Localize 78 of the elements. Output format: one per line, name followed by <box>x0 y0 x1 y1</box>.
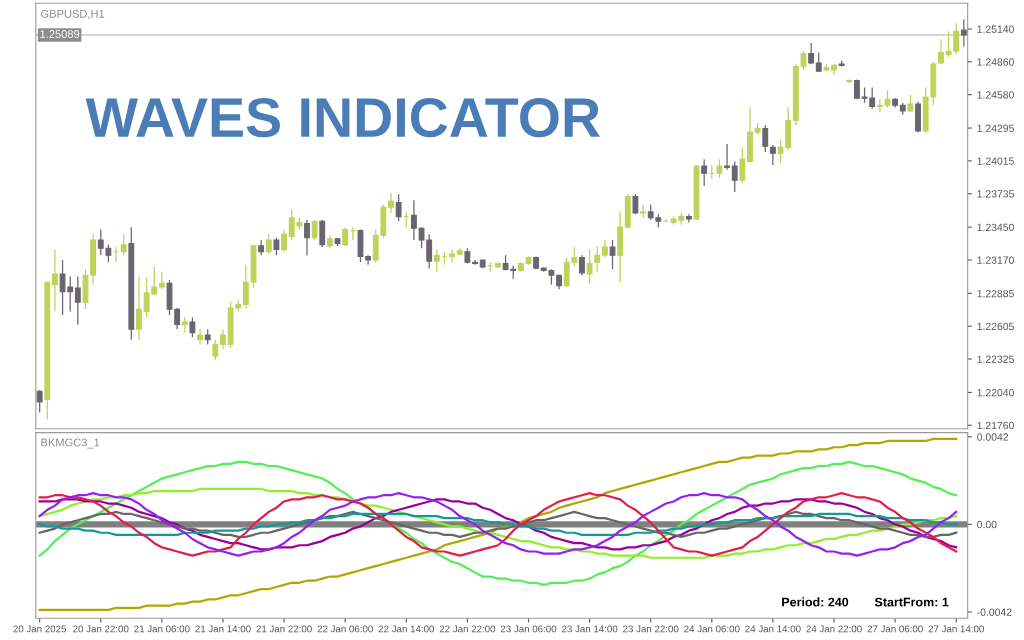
candlestick <box>769 144 776 166</box>
x-tick-label: 24 Jan 14:00 <box>745 625 801 633</box>
candlestick <box>938 38 944 65</box>
y-tick-label: 1.23450 <box>977 223 1014 232</box>
y-tick-label: -0.0042 <box>977 608 1012 616</box>
x-tick-label: 21 Jan 14:00 <box>195 625 251 633</box>
x-tick-label: 22 Jan 06:00 <box>317 625 373 633</box>
candlestick <box>120 233 127 256</box>
x-tick-label: 23 Jan 14:00 <box>561 625 618 633</box>
y-tick-label: 1.24295 <box>977 124 1014 132</box>
candlestick <box>189 316 196 338</box>
x-tick-label: 22 Jan 22:00 <box>439 625 496 633</box>
candlestick <box>158 271 165 290</box>
x-tick-label: 20 Jan 2025 <box>13 625 67 633</box>
x-tick-label: 24 Jan 22:00 <box>806 625 862 633</box>
line-series <box>38 498 958 551</box>
candlestick <box>410 199 417 241</box>
candlestick <box>609 239 616 270</box>
candlestick <box>579 254 585 276</box>
candlestick <box>220 328 226 350</box>
candlestick <box>52 248 58 313</box>
y-tick-label: 1.22325 <box>977 355 1014 363</box>
text: GBPUSD,H1 <box>41 9 105 20</box>
x-tick-label: 24 Jan 06:00 <box>684 625 740 633</box>
x-tick-label: 21 Jan 06:00 <box>134 625 190 633</box>
x-tick-label: 21 Jan 22:00 <box>256 625 312 633</box>
candlestick <box>433 248 440 273</box>
chart-title: BKMGC3_1 <box>41 438 100 449</box>
line-series <box>38 437 958 612</box>
y-tick-label: 1.22885 <box>977 289 1014 298</box>
candlestick <box>724 143 731 171</box>
candlestick <box>395 193 402 222</box>
y-tick-label: 0.0042 <box>977 433 1009 441</box>
candlestick <box>762 124 769 153</box>
y-tick-label: 1.22605 <box>977 322 1014 331</box>
candlestick <box>212 339 219 361</box>
candlestick <box>281 228 287 253</box>
y-tick-label: 1.21760 <box>977 421 1014 430</box>
line-series <box>38 460 958 586</box>
y-tick-label: 1.23735 <box>977 190 1014 198</box>
annotation: Period: 240 <box>782 597 849 607</box>
y-tick-label: 0.00 <box>977 520 997 529</box>
y-tick-label: 1.22040 <box>977 388 1014 397</box>
text: WAVES INDICATOR <box>85 97 600 138</box>
candlestick <box>342 226 349 247</box>
annotation: StartFrom: 1 <box>874 597 949 607</box>
x-tick-label: 23 Jan 22:00 <box>623 625 679 633</box>
candlestick <box>716 158 723 179</box>
x-tick-label: 27 Jan 06:00 <box>867 625 923 633</box>
candlestick <box>739 146 746 184</box>
y-tick-label: 1.24580 <box>977 91 1014 99</box>
candlestick <box>472 259 478 266</box>
candlestick <box>319 219 326 248</box>
candlestick <box>136 275 142 341</box>
candlestick <box>586 248 593 285</box>
candlestick <box>304 219 310 256</box>
candlestick <box>815 51 822 72</box>
candlestick <box>640 204 646 219</box>
x-tick-label: 23 Jan 06:00 <box>500 625 557 633</box>
x-tick-label: 22 Jan 14:00 <box>378 625 435 633</box>
y-tick-label: 1.23170 <box>977 256 1014 264</box>
ref-line-label: 1.25089 <box>40 30 80 38</box>
candlestick <box>265 233 272 255</box>
candlestick <box>701 158 708 187</box>
y-tick-label: 1.25140 <box>977 25 1014 33</box>
candlestick <box>449 248 456 263</box>
x-tick-label: 20 Jan 22:00 <box>73 625 129 633</box>
candlestick <box>594 245 601 273</box>
candlestick <box>242 264 249 309</box>
candlestick <box>197 328 203 346</box>
candlestick <box>388 192 394 214</box>
candlestick <box>311 219 318 241</box>
y-tick-label: 1.24860 <box>977 58 1014 66</box>
candlestick <box>731 160 738 193</box>
candlestick <box>36 389 43 414</box>
y-tick-label: 1.24015 <box>977 157 1014 165</box>
candlestick <box>74 275 81 326</box>
x-tick-label: 27 Jan 14:00 <box>928 625 984 633</box>
